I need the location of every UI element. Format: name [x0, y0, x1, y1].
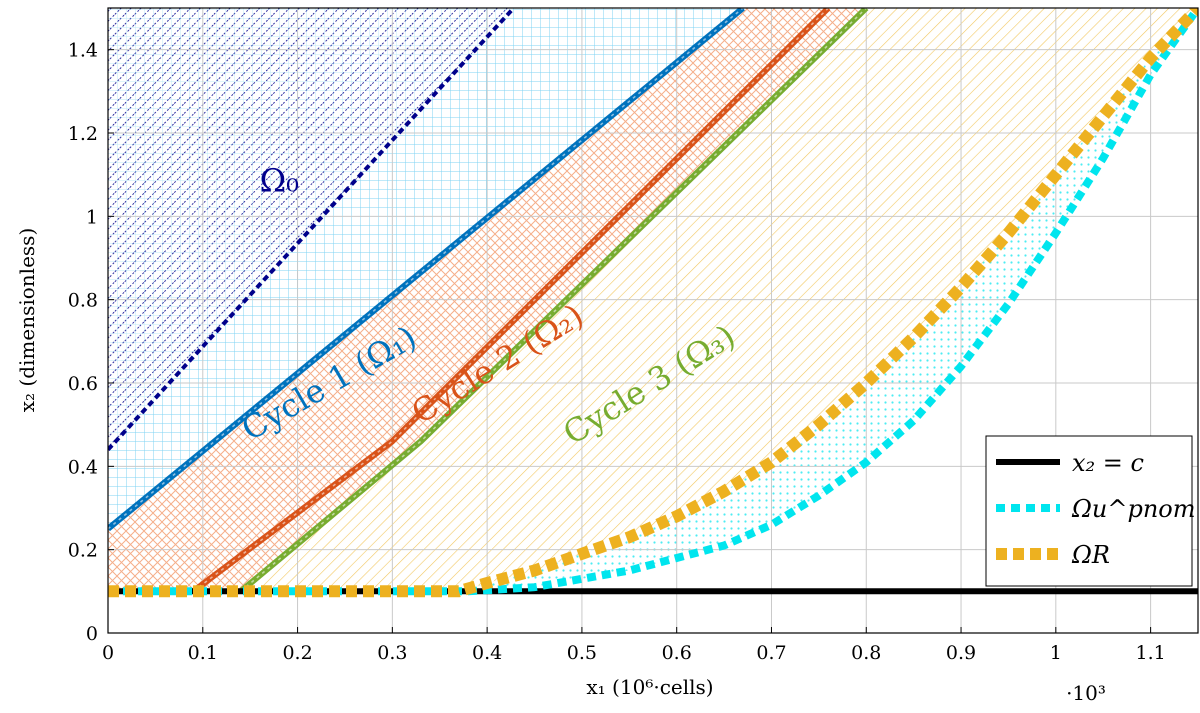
y-tick-label-7: 1.4 [68, 40, 98, 62]
x-tick-label-9: 0.9 [946, 642, 976, 664]
region-omega0-overlay [108, 8, 514, 450]
y-tick-label-6: 1.2 [68, 123, 98, 145]
boundary-line-texture-2 [192, 8, 829, 592]
y-tick-label-3: 0.6 [68, 373, 98, 395]
x-tick-label-4: 0.4 [472, 642, 502, 664]
y-tick-label-2: 0.4 [68, 456, 98, 478]
plot-frame [107, 7, 1199, 634]
x-tick-label-3: 0.3 [377, 642, 407, 664]
boundary-line-0 [108, 8, 516, 452]
x-tick-label-2: 0.2 [282, 642, 312, 664]
region-cycle2-band [193, 8, 867, 592]
y-tick-label-5: 1 [86, 206, 98, 228]
x-tick-label-8: 0.8 [851, 642, 881, 664]
x-tick-label-0: 0 [102, 642, 114, 664]
x-tick-label-11: 1.1 [1135, 642, 1165, 664]
x-tick-label-6: 0.6 [662, 642, 692, 664]
x-tick-label-1: 0.1 [188, 642, 218, 664]
legend: x₂ = c Ωu^pnom ΩR [985, 435, 1196, 587]
boundary-line-texture-3 [240, 8, 867, 592]
ticks-layer: 0 0.1 0.2 0.3 0.4 0.5 0.6 0.7 0.8 0.9 1 1.1 0 0.2 0.4 0… [68, 40, 1166, 664]
legend-label-2: ΩR [1071, 541, 1110, 569]
y-tick-label-0: 0 [86, 623, 98, 645]
x-axis-label: x₁ (10⁶·cells) [586, 675, 713, 699]
series-line-2 [108, 8, 1198, 598]
x-axis-multiplier: ·10³ [1066, 681, 1106, 705]
y-tick-label-1: 0.2 [68, 540, 98, 562]
lines-layer [108, 8, 1198, 598]
y-tick-label-4: 0.8 [68, 290, 98, 312]
x-tick-label-7: 0.7 [756, 642, 786, 664]
legend-label-0: x₂ = c [1072, 449, 1144, 477]
x-tick-label-5: 0.5 [567, 642, 597, 664]
region-label-0: Ω₀ [260, 161, 299, 199]
legend-label-1: Ωu^pnom [1071, 495, 1196, 523]
series-line-1 [108, 8, 1198, 596]
x-tick-label-10: 1 [1050, 642, 1062, 664]
boundary-line-1 [108, 8, 745, 532]
y-axis-label: x₂ (dimensionless) [15, 228, 39, 412]
